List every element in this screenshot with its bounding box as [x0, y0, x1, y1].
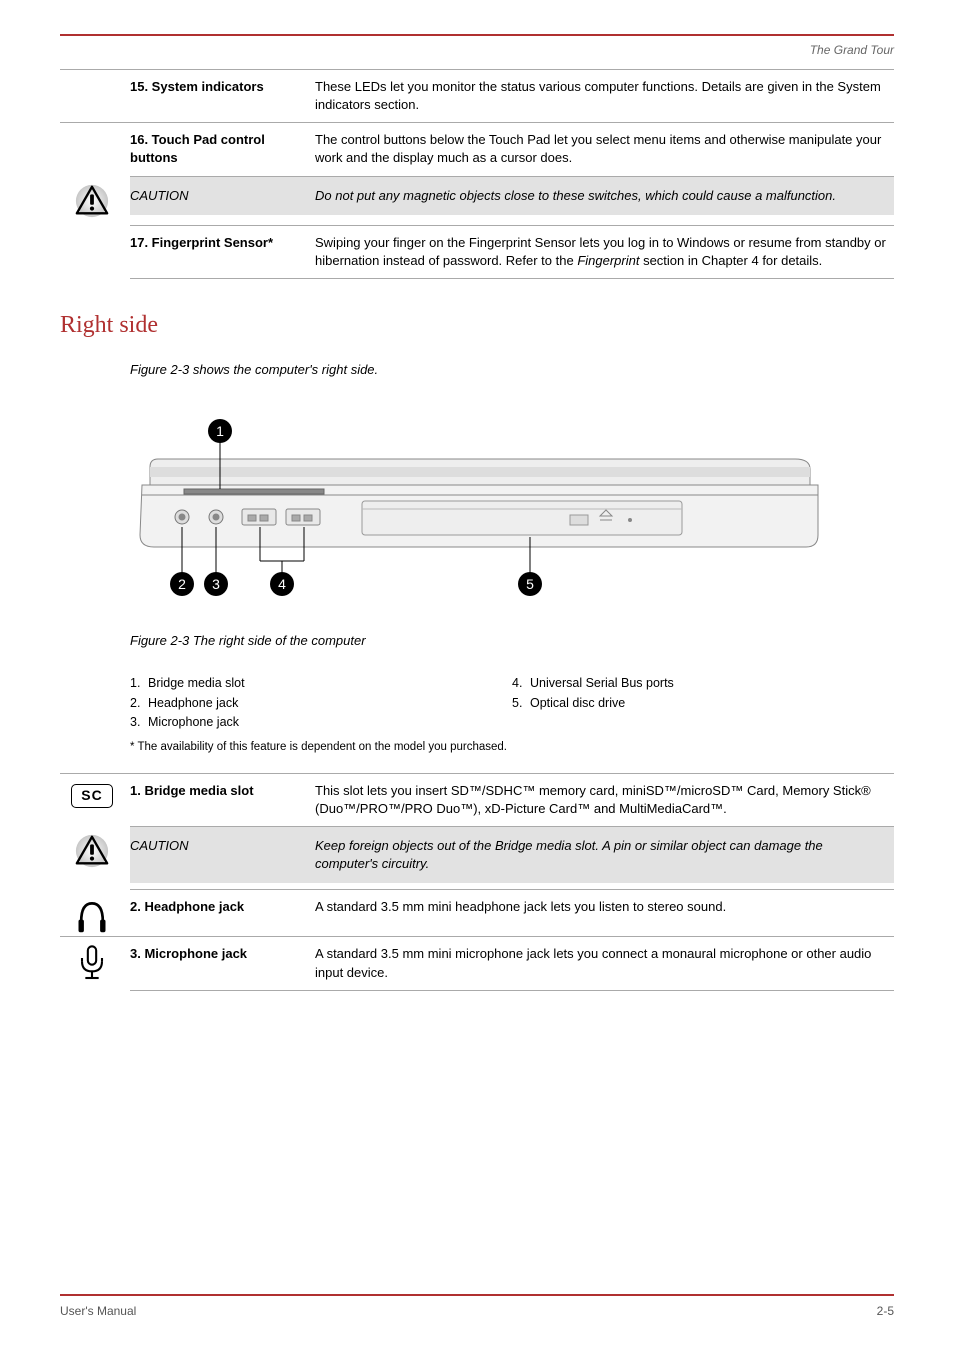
laptop-right-side-illustration: 1 2 3 4 5	[130, 389, 894, 614]
icon-col-empty	[60, 226, 130, 232]
legend-text: Headphone jack	[148, 695, 238, 713]
footer-right: 2-5	[877, 1303, 894, 1320]
icon-col	[60, 937, 130, 983]
icon-col-empty	[60, 70, 130, 76]
section-title-right-side: Right side	[60, 309, 894, 343]
row-bridge-media: SC 1. Bridge media slot This slot lets y…	[60, 773, 894, 826]
footnote: * The availability of this feature is de…	[130, 739, 894, 755]
desc-microphone: A standard 3.5 mm mini microphone jack l…	[315, 937, 894, 989]
label-touchpad-buttons: 16. Touch Pad control buttons	[130, 123, 315, 175]
callout-5: 5	[526, 576, 534, 592]
legend-text: Bridge media slot	[148, 675, 245, 693]
legend-num: 3.	[130, 714, 148, 732]
legend-text: Optical disc drive	[530, 695, 625, 713]
legend-row: 1.Bridge media slot 4.Universal Serial B…	[130, 674, 894, 694]
warning-icon-col	[60, 177, 130, 219]
caution-row-1: CAUTION Do not put any magnetic objects …	[60, 177, 894, 219]
page: The Grand Tour 15. System indicators The…	[0, 0, 954, 1352]
label-system-indicators: 15. System indicators	[130, 70, 315, 104]
rule	[130, 990, 894, 991]
warning-icon	[73, 833, 111, 869]
figure-caption: Figure 2-3 The right side of the compute…	[130, 632, 894, 650]
row-microphone: 3. Microphone jack A standard 3.5 mm min…	[60, 936, 894, 989]
row-headphone: 2. Headphone jack A standard 3.5 mm mini…	[60, 890, 894, 936]
figure-intro: Figure 2-3 shows the computer's right si…	[130, 361, 894, 379]
label-microphone: 3. Microphone jack	[130, 937, 315, 971]
desc-system-indicators: These LEDs let you monitor the status va…	[315, 70, 894, 122]
caution-label-2: CAUTION	[130, 837, 315, 873]
legend-row: 2.Headphone jack 5.Optical disc drive	[130, 694, 894, 714]
headphone-icon	[74, 896, 110, 936]
footer-accent-rule	[60, 1294, 894, 1296]
warning-icon-col	[60, 827, 130, 869]
icon-col: SC	[60, 774, 130, 808]
callout-2: 2	[178, 576, 186, 592]
figure-legend: 1.Bridge media slot 4.Universal Serial B…	[130, 674, 894, 733]
warning-icon	[73, 183, 111, 219]
legend-row: 3.Microphone jack	[130, 713, 894, 733]
row-fingerprint: 17. Fingerprint Sensor* Swiping your fin…	[60, 226, 894, 278]
microphone-icon	[74, 943, 110, 983]
caution-text-1: Do not put any magnetic objects close to…	[315, 187, 882, 205]
page-footer: User's Manual 2-5	[60, 1303, 894, 1320]
desc-headphone: A standard 3.5 mm mini headphone jack le…	[315, 890, 894, 924]
desc-bridge-media: This slot lets you insert SD™/SDHC™ memo…	[315, 774, 894, 826]
figure-number: Figure 2-3	[130, 633, 189, 648]
caution-row-2: CAUTION Keep foreign objects out of the …	[60, 827, 894, 883]
icon-col-empty	[60, 123, 130, 129]
label-fingerprint: 17. Fingerprint Sensor*	[130, 226, 315, 260]
row-system-indicators: 15. System indicators These LEDs let you…	[60, 69, 894, 122]
caution-box-1: CAUTION Do not put any magnetic objects …	[130, 177, 894, 215]
legend-text: Microphone jack	[148, 714, 239, 732]
callout-3: 3	[212, 576, 220, 592]
desc-fingerprint-text: Swiping your finger on the Fingerprint S…	[315, 235, 886, 268]
figure-caption-text: The right side of the computer	[189, 633, 365, 648]
legend-num: 5.	[512, 695, 530, 713]
callout-4: 4	[278, 576, 286, 592]
top-accent-rule	[60, 34, 894, 36]
label-bridge-media: 1. Bridge media slot	[130, 774, 315, 808]
page-header: The Grand Tour	[60, 42, 894, 59]
icon-col	[60, 890, 130, 936]
rule	[130, 278, 894, 279]
legend-num: 2.	[130, 695, 148, 713]
legend-text: Universal Serial Bus ports	[530, 675, 674, 693]
header-right: The Grand Tour	[810, 42, 894, 59]
callout-1: 1	[216, 423, 224, 439]
desc-touchpad-buttons: The control buttons below the Touch Pad …	[315, 123, 894, 175]
caution-label-1: CAUTION	[130, 187, 315, 205]
legend-num: 1.	[130, 675, 148, 693]
caution-text-2: Keep foreign objects out of the Bridge m…	[315, 837, 882, 873]
sc-icon: SC	[71, 784, 113, 808]
row-touchpad-buttons: 16. Touch Pad control buttons The contro…	[60, 122, 894, 175]
label-headphone: 2. Headphone jack	[130, 890, 315, 924]
caution-box-2: CAUTION Keep foreign objects out of the …	[130, 827, 894, 883]
desc-fingerprint: Swiping your finger on the Fingerprint S…	[315, 226, 894, 278]
legend-num: 4.	[512, 675, 530, 693]
footer-left: User's Manual	[60, 1303, 136, 1320]
